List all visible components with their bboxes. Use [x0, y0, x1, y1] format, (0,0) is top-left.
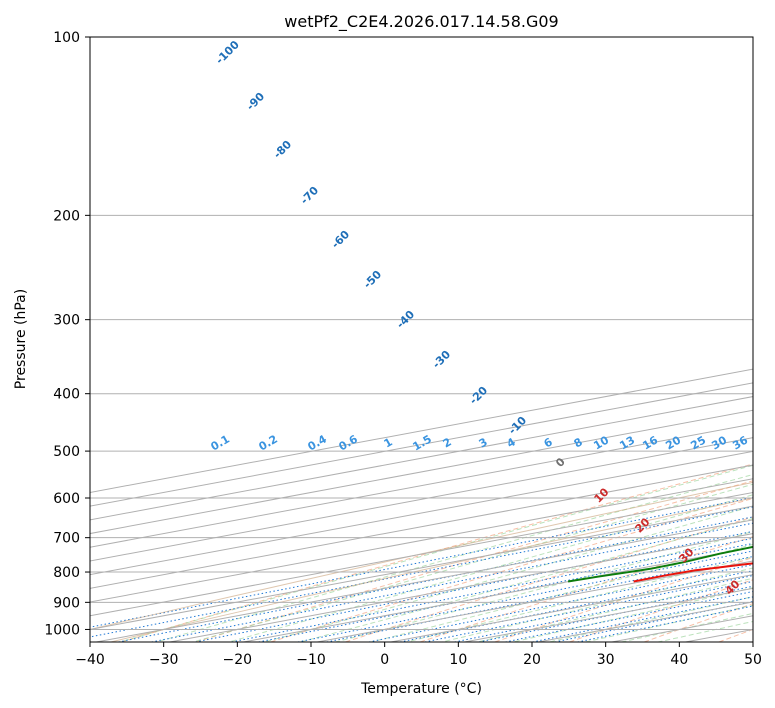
y-axis-label: Pressure (hPa) [13, 289, 29, 389]
y-tick-label: 700 [53, 531, 80, 547]
x-tick-label: −10 [296, 652, 326, 668]
mixing-ratio-line [454, 580, 753, 642]
isotherm-gridline [90, 464, 753, 589]
x-tick-label: 0 [380, 652, 389, 668]
mixing-ratio-line [424, 575, 753, 642]
mixing-ratio-line [195, 530, 753, 642]
y-tick-label: 600 [53, 491, 80, 507]
x-tick-label: −40 [75, 652, 105, 668]
dry-adiabat-line [270, 497, 753, 642]
moist-adiabat-line [262, 505, 753, 642]
x-tick-label: 30 [597, 652, 615, 668]
y-tick-label: 300 [53, 313, 80, 329]
y-tick-label: 900 [53, 595, 80, 611]
moist-adiabat-line [154, 473, 753, 642]
dry-adiabat-line [195, 480, 753, 642]
y-tick-label: 100 [53, 30, 80, 46]
isotherm-gridline [240, 546, 753, 642]
axis-ticks: −40 −30 −20 −10 0 10 20 30 40 50 100 200 300 400 500 60… [44, 30, 762, 668]
x-tick-label: 10 [449, 652, 467, 668]
moist-adiabat-line [475, 577, 753, 642]
reference-curve [90, 481, 753, 630]
mixing-ratio-line [151, 522, 753, 642]
isotherm-gridline [90, 505, 753, 630]
y-tick-label: 800 [53, 565, 80, 581]
isotherm-gridline [167, 533, 753, 642]
x-axis-label: Temperature (°C) [360, 681, 482, 697]
x-tick-label: −30 [149, 652, 179, 668]
isotherm-gridline [90, 478, 753, 603]
moist-adiabat-line [439, 567, 753, 642]
y-tick-label: 400 [53, 387, 80, 403]
moist-adiabat-line [404, 556, 753, 642]
x-tick-label: 50 [744, 652, 762, 668]
y-tick-label: 500 [53, 444, 80, 460]
chart-title: wetPf2_C2E4.2026.017.14.58.G09 [284, 12, 558, 32]
x-tick-label: −20 [223, 652, 253, 668]
moist-adiabat-line [333, 530, 753, 642]
isotherm-gridline [90, 450, 753, 576]
mixing-ratio-line [118, 516, 753, 642]
y-tick-label: 1000 [44, 622, 80, 638]
moist-adiabat-line [546, 596, 753, 642]
isotherm-gridline [90, 491, 753, 617]
y-tick-label: 200 [53, 208, 80, 224]
x-tick-label: 40 [670, 652, 688, 668]
isotherm-gridline [93, 519, 753, 642]
x-tick-label: 20 [523, 652, 541, 668]
mixing-ratio-line [399, 570, 753, 642]
reference-curve [110, 497, 753, 642]
dry-adiabat-line [121, 463, 753, 642]
plot-frame [89, 36, 754, 643]
moist-adiabat-line [190, 483, 753, 642]
